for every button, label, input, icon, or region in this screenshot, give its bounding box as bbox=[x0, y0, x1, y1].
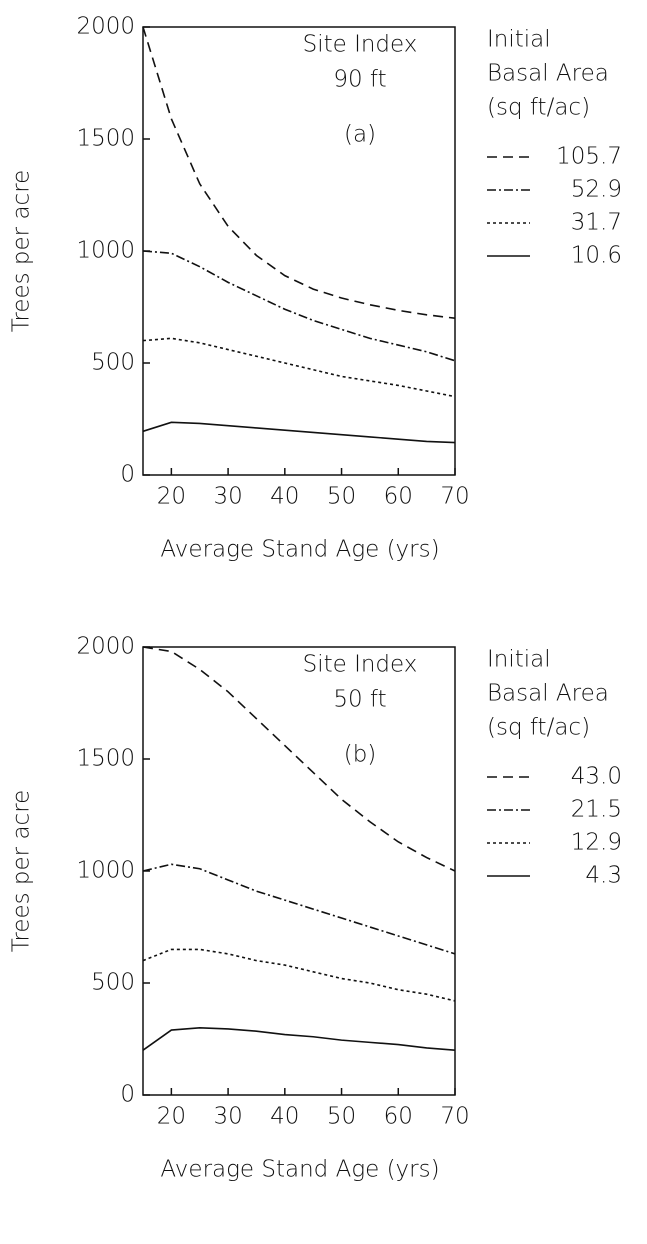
x-tick-label: 60 bbox=[384, 484, 413, 510]
line-series bbox=[142, 948, 456, 1002]
x-tick-label: 70 bbox=[440, 484, 469, 510]
annotation: Site Index bbox=[303, 32, 418, 58]
y-tick-label: 500 bbox=[91, 350, 135, 376]
x-tick-label: 50 bbox=[327, 484, 356, 510]
plot-frame bbox=[142, 26, 456, 476]
y-axis-label: Trees per acre bbox=[9, 790, 35, 953]
x-tick-label: 30 bbox=[213, 484, 242, 510]
legend-title: Basal Area bbox=[487, 61, 609, 87]
line-series bbox=[142, 421, 456, 444]
y-tick-label: 1500 bbox=[76, 126, 135, 152]
legend-label: 21.5 bbox=[571, 797, 622, 823]
legend-label: 4.3 bbox=[585, 863, 622, 889]
annotation: (b) bbox=[344, 742, 377, 768]
annotation: 50 ft bbox=[333, 687, 386, 713]
legend-label: 52.9 bbox=[571, 177, 622, 203]
x-axis-label: Average Stand Age (yrs) bbox=[160, 537, 439, 563]
x-axis-label: Average Stand Age (yrs) bbox=[160, 1157, 439, 1183]
annotation: 90 ft bbox=[333, 67, 386, 93]
x-tick-label: 60 bbox=[384, 1104, 413, 1130]
legend-label: 12.9 bbox=[571, 830, 622, 856]
annotation: Site Index bbox=[303, 652, 418, 678]
x-tick-label: 20 bbox=[157, 1104, 186, 1130]
line-series bbox=[142, 646, 456, 872]
y-tick-label: 1000 bbox=[76, 238, 135, 264]
y-tick-label: 0 bbox=[120, 462, 135, 488]
line-series bbox=[142, 863, 456, 955]
y-tick-label: 2000 bbox=[76, 634, 135, 660]
y-tick-label: 2000 bbox=[76, 14, 135, 40]
y-tick-label: 0 bbox=[120, 1082, 135, 1108]
line-series bbox=[142, 337, 456, 398]
legend-label: 10.6 bbox=[571, 243, 622, 269]
y-tick-label: 1000 bbox=[76, 858, 135, 884]
x-tick-label: 20 bbox=[157, 484, 186, 510]
x-tick-label: 70 bbox=[440, 1104, 469, 1130]
x-tick-label: 40 bbox=[270, 484, 299, 510]
legend-title: Initial bbox=[487, 647, 551, 673]
line-series bbox=[142, 250, 456, 362]
legend-label: 105.7 bbox=[556, 144, 622, 170]
y-tick-label: 1500 bbox=[76, 746, 135, 772]
line-series bbox=[142, 26, 456, 319]
x-tick-label: 50 bbox=[327, 1104, 356, 1130]
legend-title: (sq ft/ac) bbox=[487, 95, 590, 121]
x-tick-label: 30 bbox=[213, 1104, 242, 1130]
legend-title: Basal Area bbox=[487, 681, 609, 707]
legend-label: 43.0 bbox=[571, 764, 622, 790]
line-series bbox=[142, 1026, 456, 1051]
legend-label: 31.7 bbox=[571, 210, 622, 236]
x-tick-label: 40 bbox=[270, 1104, 299, 1130]
legend-title: (sq ft/ac) bbox=[487, 715, 590, 741]
legend-title: Initial bbox=[487, 27, 551, 53]
y-tick-label: 500 bbox=[91, 970, 135, 996]
annotation: (a) bbox=[344, 122, 376, 148]
y-axis-label: Trees per acre bbox=[9, 170, 35, 333]
